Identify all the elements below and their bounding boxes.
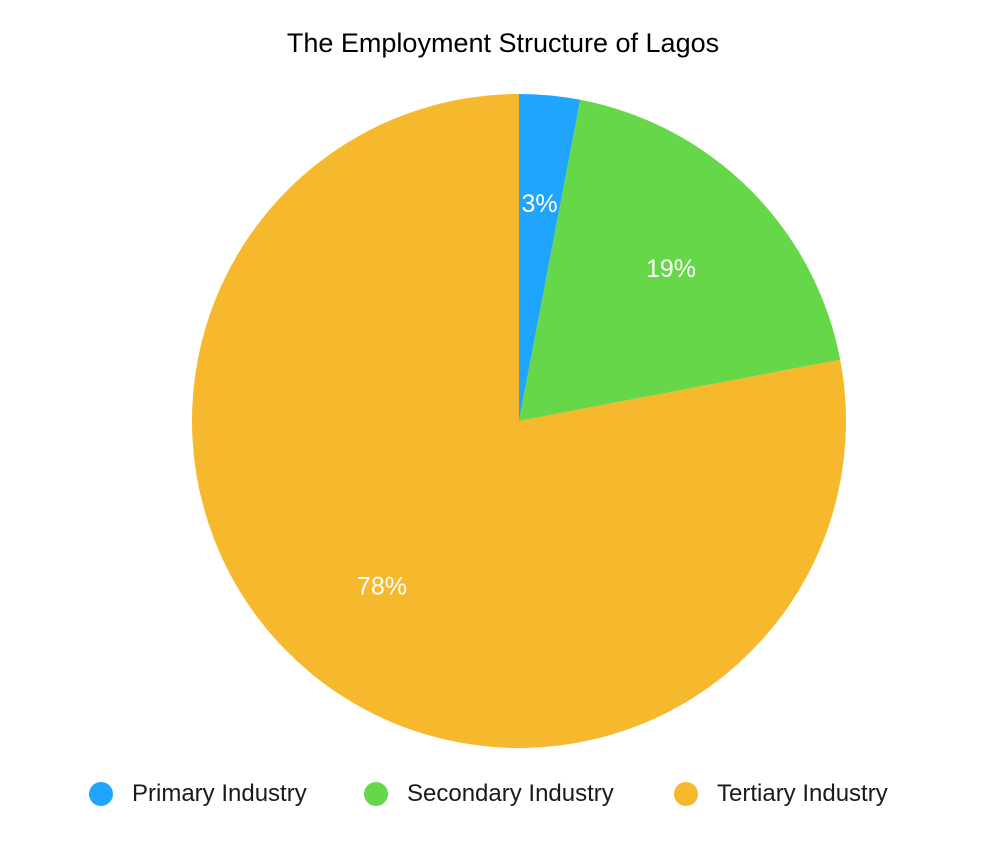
slice-label-primary-industry: 3% — [521, 190, 557, 218]
pie-chart: 3% 19% 78% — [192, 94, 846, 748]
legend-swatch-secondary-industry — [364, 782, 388, 806]
pie-slice-secondary-industry[interactable] — [519, 99, 841, 422]
legend-label-tertiary-industry: Tertiary Industry — [717, 780, 888, 807]
legend-label-primary-industry: Primary Industry — [132, 780, 307, 807]
legend-item-secondary-industry[interactable]: Secondary Industry — [364, 776, 614, 812]
legend: Primary Industry Secondary Industry Tert… — [0, 776, 1006, 812]
chart-title: The Employment Structure of Lagos — [286, 28, 720, 58]
legend-swatch-tertiary-industry — [674, 782, 698, 806]
pie-slices — [192, 94, 846, 748]
pie-slice-labels: 3% 19% 78% — [357, 190, 696, 601]
slice-label-secondary-industry: 19% — [646, 255, 696, 283]
legend-item-primary-industry[interactable]: Primary Industry — [89, 776, 307, 812]
slice-label-tertiary-industry: 78% — [357, 573, 407, 601]
pie-slice-tertiary-industry[interactable] — [192, 94, 846, 748]
legend-label-secondary-industry: Secondary Industry — [407, 780, 614, 807]
legend-swatch-primary-industry — [89, 782, 113, 806]
pie-slice-primary-industry[interactable] — [519, 94, 581, 421]
legend-item-tertiary-industry[interactable]: Tertiary Industry — [674, 776, 888, 812]
